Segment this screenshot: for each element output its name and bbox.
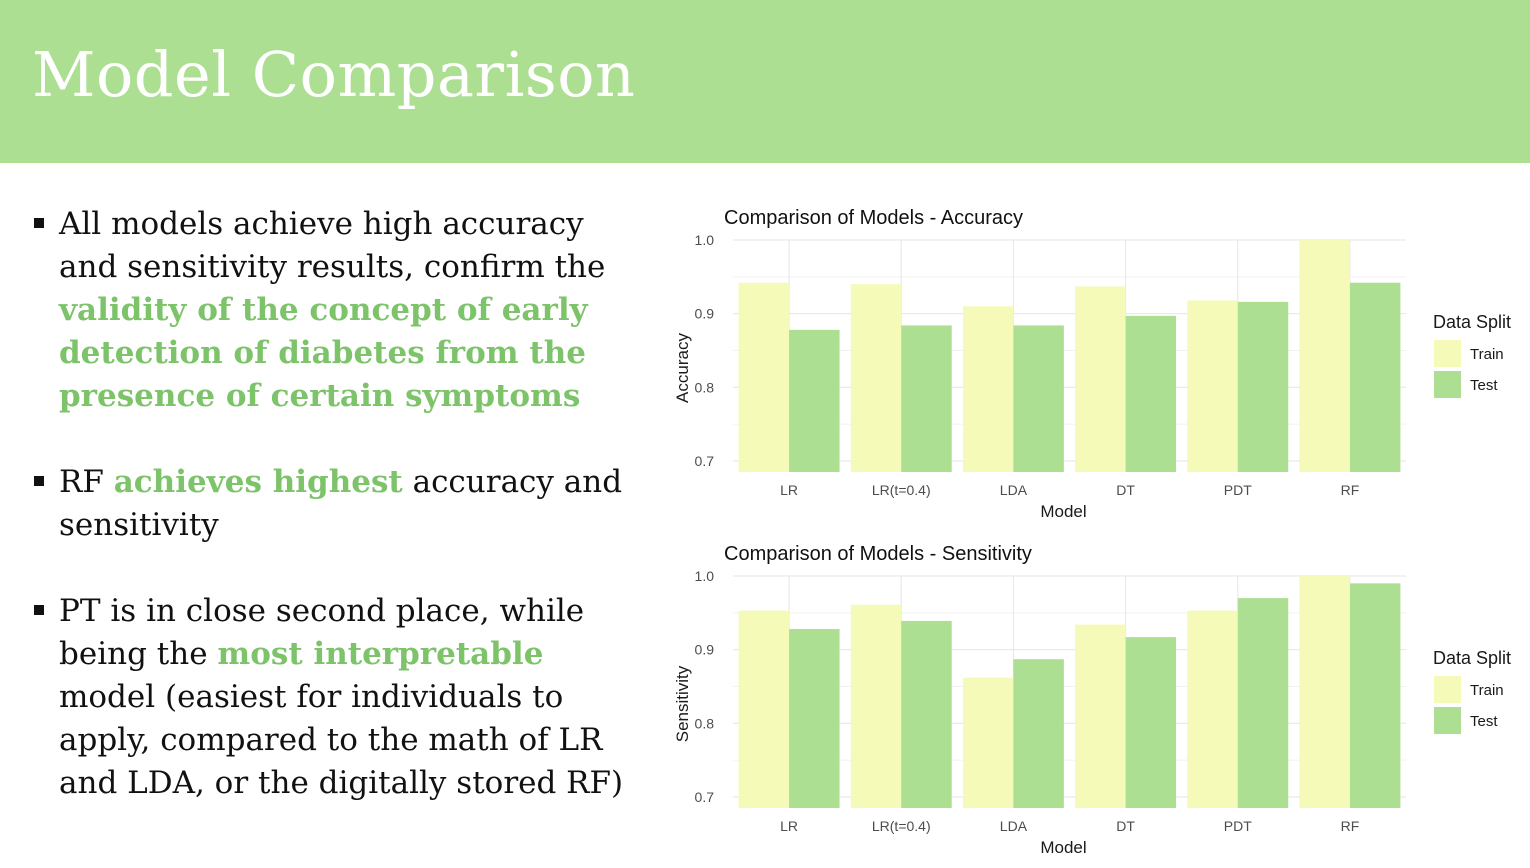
x-tick-label: LR(t=0.4) <box>872 482 931 498</box>
x-tick-label: LR(t=0.4) <box>872 818 931 834</box>
y-tick-label: 0.9 <box>695 642 715 658</box>
bar-test-lda <box>1013 659 1064 808</box>
bullet-point-2: RF achieves highest accuracy and sensiti… <box>32 461 642 547</box>
chart-svg-2: 0.7 0.8 0.9 1.0 LR LR(t=0.4) LDA DT PDT RF Model Se… <box>673 543 1511 857</box>
bar-train-pdt <box>1187 610 1238 808</box>
bullet-2-highlight: achieves highest <box>113 464 403 500</box>
bar-train-lr <box>738 610 790 808</box>
bullet-2-text-b: accuracy and sensitivity <box>59 464 623 543</box>
bar-test-lda <box>1013 325 1064 472</box>
x-tick-label: PDT <box>1224 818 1252 834</box>
y-tick-label: 0.8 <box>695 379 715 395</box>
bar-train-rf <box>1299 576 1350 808</box>
bar-train-rf <box>1299 240 1350 472</box>
y-tick-label: 0.7 <box>695 453 715 469</box>
y-tick-label: 0.7 <box>695 789 715 805</box>
bar-test-pdt <box>1237 598 1289 808</box>
x-axis-title: Model <box>1040 838 1086 857</box>
bullet-point-1: All models achieve high accuracy and sen… <box>32 203 642 418</box>
y-axis-title: Accuracy <box>673 333 692 403</box>
bar-train-pdt <box>1187 300 1238 472</box>
bullet-1-highlight: validity of the concept of early detecti… <box>59 292 588 414</box>
x-tick-label: PDT <box>1224 482 1252 498</box>
bullet-2-text-a: RF <box>59 464 114 500</box>
y-tick-label: 0.8 <box>695 715 715 731</box>
legend-label-train: Train <box>1470 346 1504 363</box>
y-tick-label: 1.0 <box>695 568 715 584</box>
slide-title: Model Comparison <box>32 38 636 111</box>
bullet-list: All models achieve high accuracy and sen… <box>32 203 642 805</box>
bar-train-lrt04 <box>850 604 902 808</box>
bar-train-lda <box>962 306 1014 472</box>
bar-train-lrt04 <box>850 284 902 472</box>
legend-swatch-train <box>1434 340 1461 367</box>
bullet-1-text: All models achieve high accuracy and sen… <box>59 206 606 285</box>
legend-swatch-test <box>1434 371 1461 398</box>
bar-test-dt <box>1125 315 1177 472</box>
legend-swatch-train <box>1434 676 1461 703</box>
legend-title: Data Split <box>1433 648 1511 668</box>
legend-label-test: Test <box>1470 377 1498 394</box>
bar-train-dt <box>1075 286 1126 472</box>
bullet-3-text-b: model (easiest for individuals to apply,… <box>59 679 624 801</box>
x-tick-label: DT <box>1116 482 1135 498</box>
bar-test-lr <box>789 329 840 472</box>
y-tick-label: 1.0 <box>695 232 715 248</box>
bar-test-rf <box>1349 583 1401 808</box>
x-tick-label: RF <box>1341 482 1360 498</box>
legend-label-train: Train <box>1470 682 1504 699</box>
bar-test-pdt <box>1237 301 1289 472</box>
chart-title: Comparison of Models - Sensitivity <box>724 543 1032 565</box>
y-axis-title: Sensitivity <box>673 665 692 742</box>
y-tick-label: 0.9 <box>695 306 715 322</box>
x-tick-label: LR <box>780 818 798 834</box>
chart-svg-1: 0.7 0.8 0.9 1.0 LR LR(t=0.4) LDA DT PDT RF Model Ac… <box>673 207 1511 521</box>
bar-test-rf <box>1349 282 1401 472</box>
chart-title: Comparison of Models - Accuracy <box>724 207 1023 229</box>
accuracy-chart: 0.7 0.8 0.9 1.0 LR LR(t=0.4) LDA DT PDT RF Model Ac… <box>660 192 1520 532</box>
legend-swatch-test <box>1434 707 1461 734</box>
bar-train-lda <box>962 677 1014 808</box>
x-axis-title: Model <box>1040 502 1086 521</box>
legend-title: Data Split <box>1433 312 1511 332</box>
bullet-3-text-a: PT is in close second place, while being… <box>59 593 585 672</box>
x-tick-label: LDA <box>1000 818 1028 834</box>
x-tick-label: DT <box>1116 818 1135 834</box>
sensitivity-chart: 0.7 0.8 0.9 1.0 LR LR(t=0.4) LDA DT PDT RF Model Se… <box>660 528 1520 868</box>
bar-train-lr <box>738 282 790 472</box>
x-tick-label: LDA <box>1000 482 1028 498</box>
x-tick-label: RF <box>1341 818 1360 834</box>
bar-test-dt <box>1125 637 1177 808</box>
x-tick-label: LR <box>780 482 798 498</box>
bar-test-lrt04 <box>901 620 952 808</box>
bar-train-dt <box>1075 624 1126 808</box>
bullet-point-3: PT is in close second place, while being… <box>32 590 642 805</box>
title-banner: Model Comparison <box>0 0 1530 163</box>
bar-test-lr <box>789 629 840 808</box>
legend-label-test: Test <box>1470 713 1498 730</box>
bar-test-lrt04 <box>901 325 952 472</box>
bullet-3-highlight: most interpretable <box>217 636 544 672</box>
